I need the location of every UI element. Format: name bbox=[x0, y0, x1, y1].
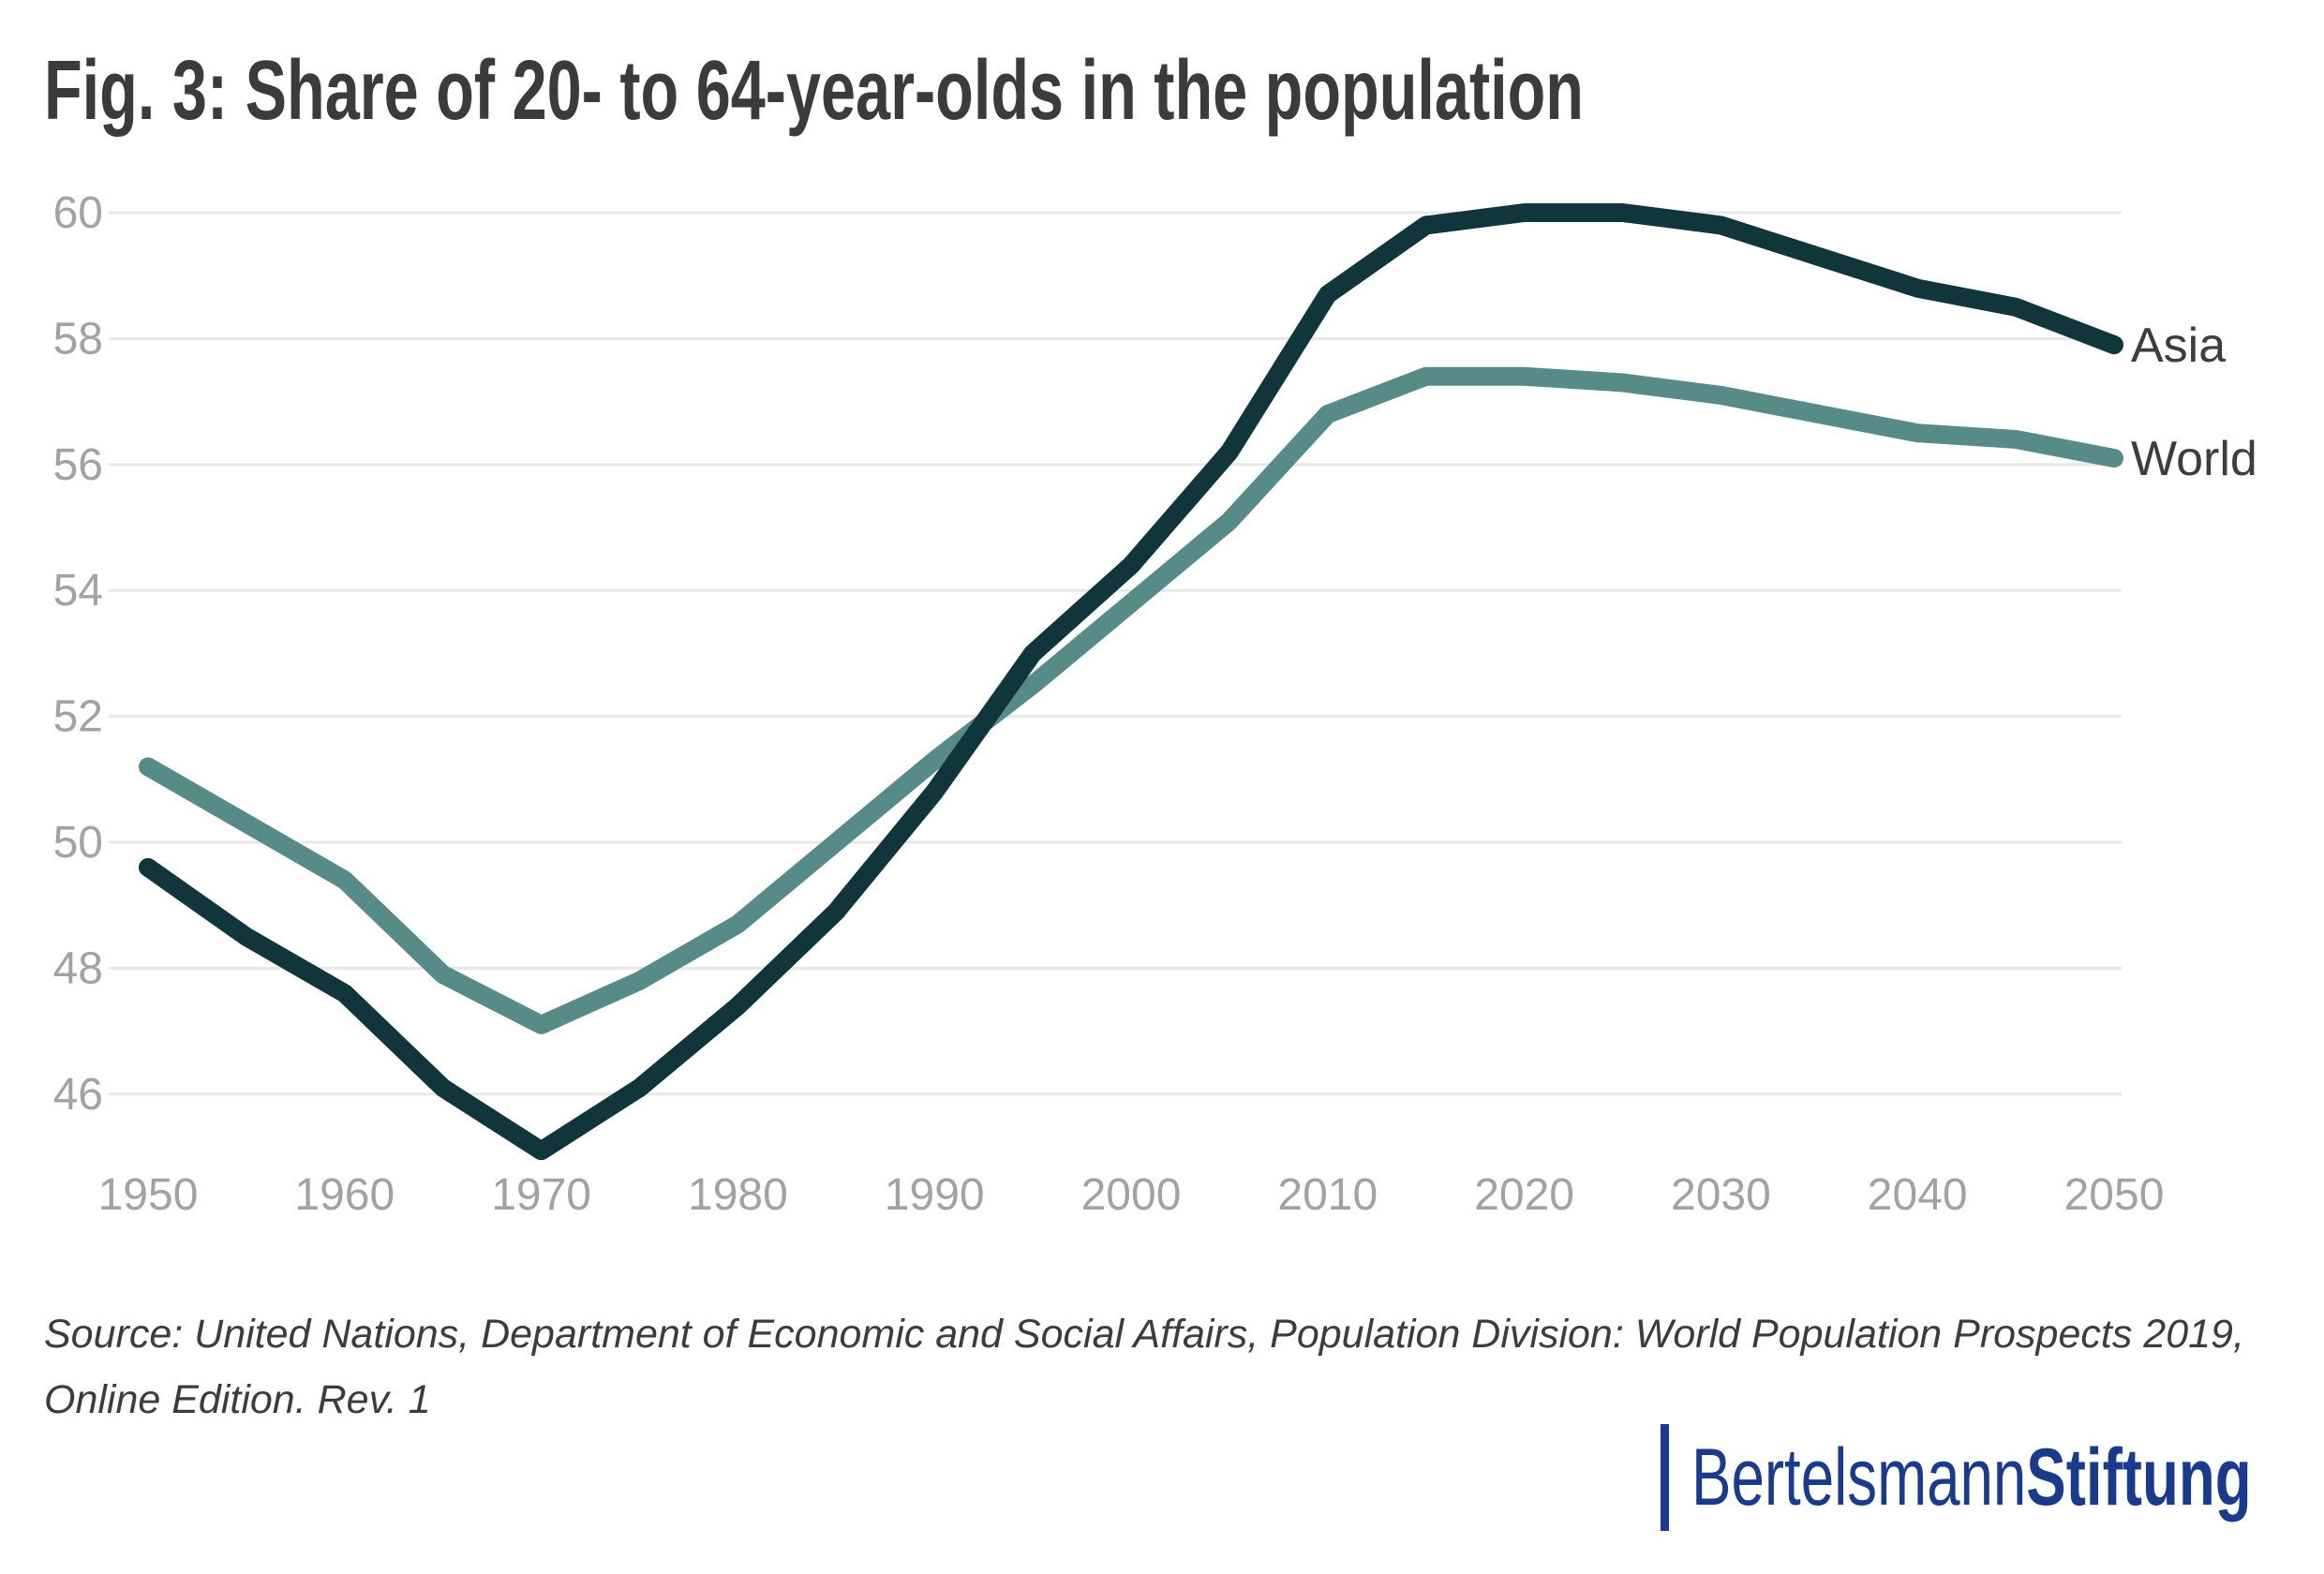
x-axis-tick-label: 2000 bbox=[1081, 1170, 1182, 1220]
x-axis-tick-label: 1980 bbox=[688, 1170, 788, 1220]
logo-text: BertelsmannStiftung bbox=[1691, 1437, 2252, 1518]
logo-suffix: Stiftung bbox=[2026, 1433, 2252, 1522]
x-axis-tick-label: 1960 bbox=[294, 1170, 395, 1220]
series-label-world: World bbox=[2131, 432, 2257, 486]
world-line bbox=[139, 366, 2123, 1034]
y-axis-tick-label: 60 bbox=[53, 188, 103, 238]
bertelsmann-stiftung-logo: BertelsmannStiftung bbox=[1661, 1422, 2324, 1533]
chart-title-text: Fig. 3: Share of 20- to 64-year-olds in … bbox=[44, 44, 1584, 138]
y-axis-tick-label: 58 bbox=[53, 314, 103, 364]
x-axis-tick-label: 2050 bbox=[2064, 1170, 2165, 1220]
series-label-asia: Asia bbox=[2131, 319, 2226, 373]
y-axis-tick-label: 56 bbox=[53, 440, 103, 490]
y-axis-tick-label: 54 bbox=[53, 566, 103, 616]
x-axis-tick-label: 2020 bbox=[1474, 1170, 1574, 1220]
asia-line bbox=[139, 203, 2123, 1161]
logo-brand: Bertelsmann bbox=[1691, 1433, 2027, 1522]
y-axis-tick-label: 52 bbox=[53, 692, 103, 742]
x-axis-tick-label: 1970 bbox=[491, 1170, 591, 1220]
x-axis-tick-label: 2030 bbox=[1671, 1170, 1771, 1220]
source-note-line2: Online Edition. Rev. 1 bbox=[44, 1376, 431, 1422]
source-note: Source: United Nations, Department of Ec… bbox=[44, 1302, 2244, 1433]
y-axis-tick-label: 46 bbox=[53, 1070, 103, 1120]
x-axis-tick-label: 2040 bbox=[1868, 1170, 1968, 1220]
y-axis-tick-label: 48 bbox=[53, 943, 103, 993]
x-axis-tick-label: 1950 bbox=[98, 1170, 199, 1220]
logo-bar-icon bbox=[1661, 1424, 1669, 1531]
y-axis-tick-label: 50 bbox=[53, 818, 103, 868]
source-note-line1: Source: United Nations, Department of Ec… bbox=[44, 1312, 2244, 1357]
chart-title: Fig. 3: Share of 20- to 64-year-olds in … bbox=[44, 45, 2124, 138]
x-axis-tick-label: 2010 bbox=[1277, 1170, 1378, 1220]
x-axis-tick-label: 1990 bbox=[885, 1170, 985, 1220]
